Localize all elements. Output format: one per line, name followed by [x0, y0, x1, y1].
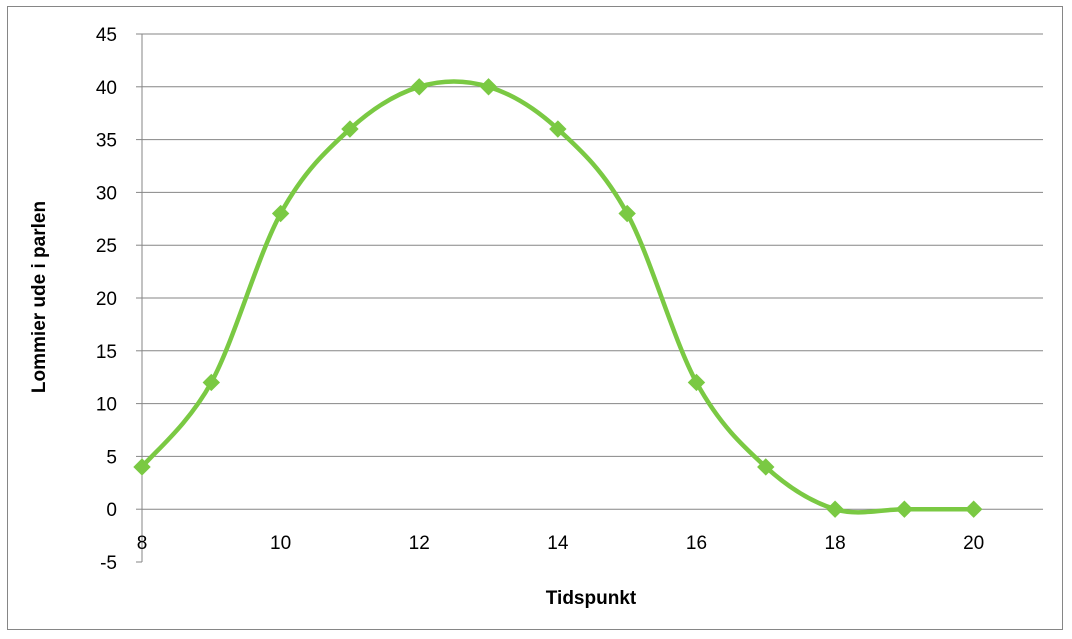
- y-tick-label: 35: [96, 131, 117, 152]
- data-point-marker: [966, 501, 982, 517]
- y-tick-label: 5: [106, 447, 117, 468]
- x-tick-label: 8: [137, 533, 148, 554]
- x-tick-label: 16: [686, 533, 707, 554]
- y-tick-label: 15: [96, 342, 117, 363]
- x-tick-label: 14: [547, 533, 569, 554]
- data-point-marker: [896, 501, 912, 517]
- y-tick-label: 10: [96, 395, 117, 416]
- y-tick-labels: -5 0 5 10 15 20 25 30 35 40 45: [96, 25, 117, 574]
- x-tick-label: 20: [963, 533, 984, 554]
- x-tick-labels: 8 10 12 14 16 18 20: [137, 533, 985, 554]
- x-tick-label: 12: [409, 533, 430, 554]
- y-tick-label: -5: [100, 553, 117, 574]
- x-tick-label: 10: [270, 533, 291, 554]
- y-tick-label: 25: [96, 236, 117, 257]
- y-tick-label: 30: [96, 183, 117, 204]
- y-tick-label: 45: [96, 25, 117, 46]
- data-point-marker: [411, 79, 427, 95]
- series-line: [142, 82, 974, 513]
- y-tick-label: 40: [96, 78, 117, 99]
- x-tick-label: 18: [825, 533, 846, 554]
- x-axis-title: Tidspunkt: [546, 588, 637, 609]
- gridlines: [142, 34, 1043, 456]
- y-tick-label: 0: [106, 500, 117, 521]
- data-point-marker: [481, 79, 497, 95]
- y-axis-title: Lommier ude i parlen: [29, 201, 50, 393]
- y-tick-label: 20: [96, 289, 117, 310]
- data-point-marker: [827, 501, 843, 517]
